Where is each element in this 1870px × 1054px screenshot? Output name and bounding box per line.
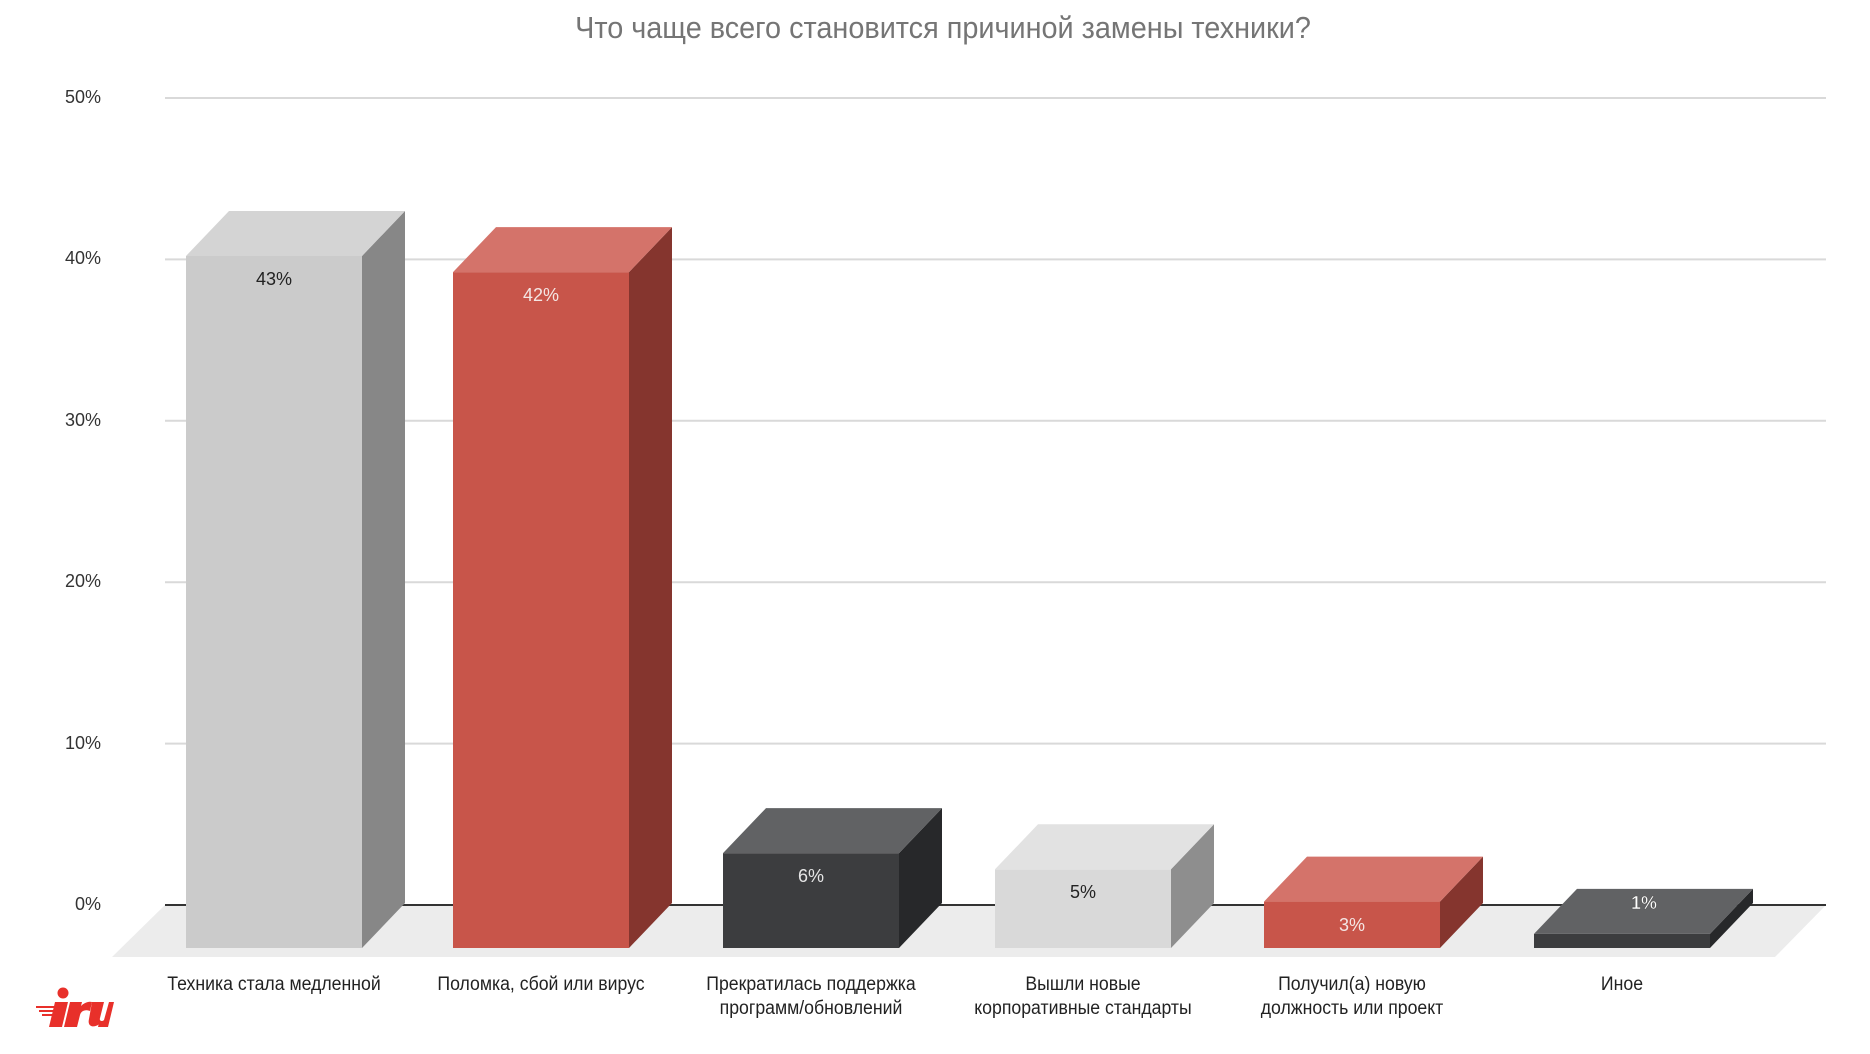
y-tick-label: 50%	[64, 87, 101, 107]
iru-logo	[36, 987, 114, 1027]
x-label-line: Техника стала медленной	[167, 974, 381, 995]
gridlines	[165, 97, 1826, 745]
y-tick-label: 20%	[64, 571, 101, 592]
chart-title: Что чаще всего становится причиной замен…	[575, 10, 1311, 45]
value-label: 3%	[1338, 914, 1365, 935]
y-tick-label: 10%	[64, 732, 101, 753]
x-label-line: программ/обновлений	[719, 998, 903, 1019]
value-label: 43%	[255, 268, 293, 289]
x-category-label: Техника стала медленной	[125, 973, 423, 997]
y-tick-label: 40%	[64, 248, 101, 269]
bar-6	[1534, 888, 1753, 948]
value-label: 42%	[522, 285, 560, 306]
x-category-label: Вышли новые корпоративные стандарты	[934, 973, 1232, 1021]
bar-2	[453, 227, 672, 948]
x-category-label: Иное	[1473, 973, 1771, 997]
bar-1	[186, 210, 405, 949]
value-label: 5%	[1069, 882, 1096, 903]
x-category-label: Прекратилась поддержка программ/обновлени…	[662, 973, 960, 1021]
x-label-line: должность или проект	[1260, 998, 1444, 1019]
x-label-line: Получил(а) новую	[1278, 974, 1426, 995]
value-label: 1%	[1630, 892, 1658, 914]
x-category-label: Поломка, сбой или вирус	[392, 973, 690, 997]
bar-4	[995, 824, 1214, 948]
y-tick-label: 30%	[64, 409, 101, 430]
x-label-line: корпоративные стандарты	[974, 998, 1192, 1019]
x-label-line: Прекратилась поддержка	[706, 974, 916, 995]
x-label-line: Иное	[1600, 974, 1644, 995]
x-label-line: Поломка, сбой или вирус	[437, 974, 645, 995]
x-label-line: Вышли новые	[1025, 974, 1141, 995]
value-label: 6%	[797, 866, 824, 887]
bar-5	[1264, 856, 1483, 948]
bars	[186, 210, 1753, 949]
x-category-label: Получил(а) новую должность или проект	[1203, 973, 1501, 1021]
bar-3	[723, 808, 942, 948]
y-tick-label: 0%	[74, 894, 101, 914]
